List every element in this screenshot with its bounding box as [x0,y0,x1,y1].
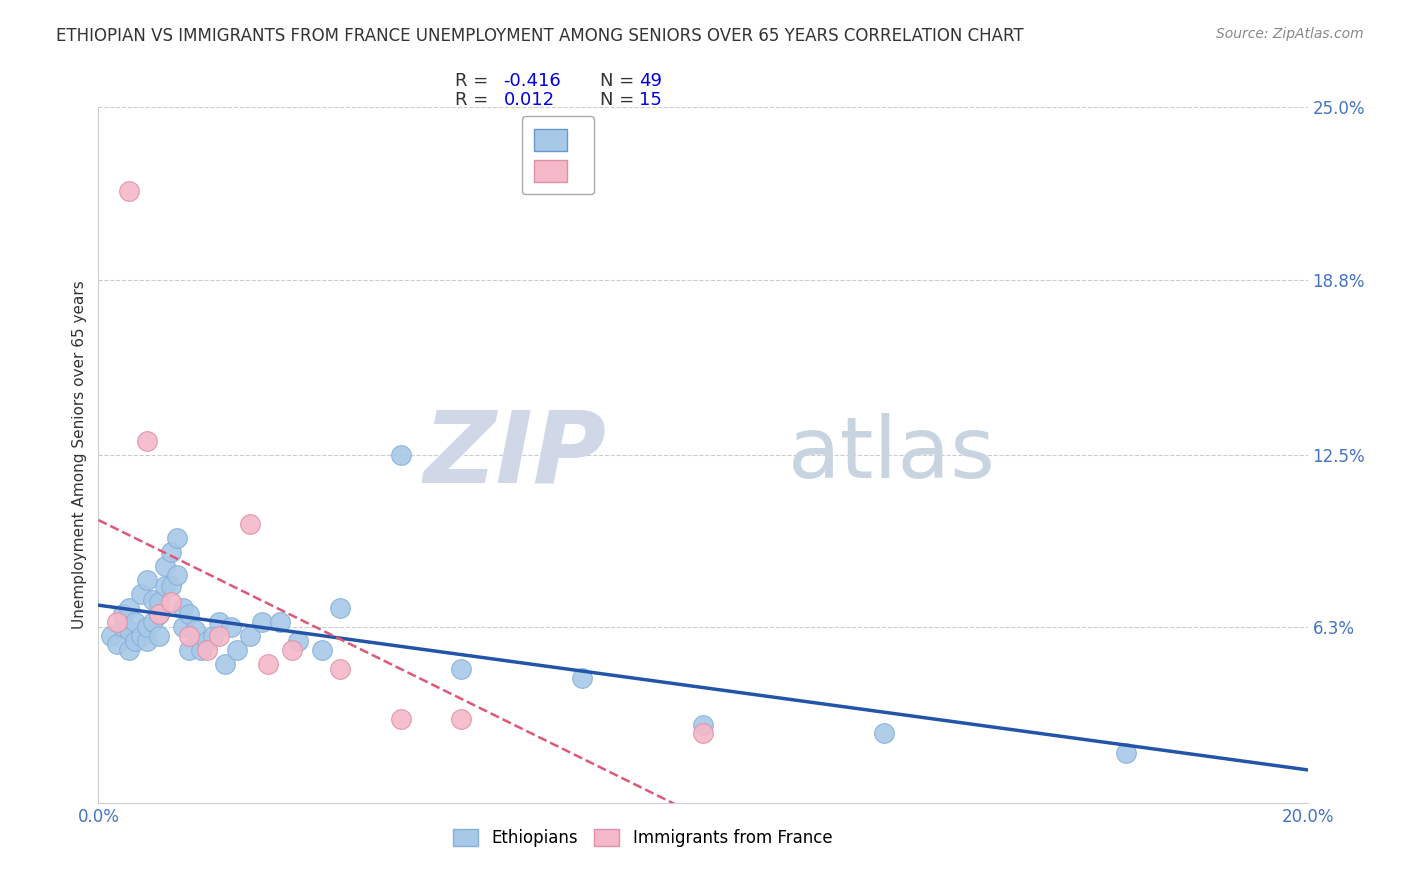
Point [450,662,472,676]
Point [166,567,188,582]
Point [208,629,231,643]
Point [329,601,352,615]
Point [692,726,714,740]
Point [135,634,157,648]
Legend: Ethiopians, Immigrants from France: Ethiopians, Immigrants from France [446,822,839,854]
Point [179,642,201,657]
Point [153,579,176,593]
Text: ETHIOPIAN VS IMMIGRANTS FROM FRANCE UNEMPLOYMENT AMONG SENIORS OVER 65 YEARS COR: ETHIOPIAN VS IMMIGRANTS FROM FRANCE UNEM… [56,27,1024,45]
Point [148,595,170,609]
Point [250,615,273,629]
Point [239,629,262,643]
Point [311,642,333,657]
Point [142,592,165,607]
Point [179,629,201,643]
Text: 0.012: 0.012 [503,91,554,109]
Point [208,615,231,629]
Point [287,634,309,648]
Point [190,642,212,657]
Text: N =: N = [600,91,640,109]
Point [142,615,165,629]
Point [873,726,896,740]
Point [105,615,128,629]
Text: ZIP: ZIP [423,407,606,503]
Point [389,712,412,726]
Point [118,601,141,615]
Point [160,545,183,559]
Text: R =: R = [456,91,494,109]
Text: R =: R = [456,71,494,89]
Point [172,601,194,615]
Point [160,595,183,609]
Point [118,624,141,638]
Point [148,629,170,643]
Point [135,434,157,448]
Point [166,532,188,546]
Text: Source: ZipAtlas.com: Source: ZipAtlas.com [1216,27,1364,41]
Point [1115,746,1137,760]
Text: atlas: atlas [787,413,995,497]
Point [153,559,176,574]
Point [450,712,472,726]
Point [179,607,201,621]
Point [184,624,207,638]
Point [124,634,146,648]
Point [195,642,218,657]
Point [221,620,243,634]
Text: 15: 15 [638,91,662,109]
Text: -0.416: -0.416 [503,71,561,89]
Point [389,448,412,462]
Point [124,615,146,629]
Point [692,718,714,732]
Point [226,642,249,657]
Y-axis label: Unemployment Among Seniors over 65 years: Unemployment Among Seniors over 65 years [72,281,87,629]
Point [329,662,352,676]
Point [100,629,122,643]
Point [214,657,236,671]
Point [129,629,152,643]
Point [202,629,225,643]
Point [148,607,170,621]
Point [135,573,157,587]
Point [118,642,141,657]
Point [135,620,157,634]
Point [148,607,170,621]
Point [129,587,152,601]
Point [239,517,262,532]
Point [172,620,194,634]
Point [160,579,183,593]
Point [571,671,593,685]
Point [118,184,141,198]
Point [111,620,134,634]
Point [105,637,128,651]
Point [281,642,304,657]
Point [195,634,218,648]
Point [111,607,134,621]
Text: N =: N = [600,71,640,89]
Point [269,615,291,629]
Text: 49: 49 [638,71,662,89]
Point [256,657,278,671]
